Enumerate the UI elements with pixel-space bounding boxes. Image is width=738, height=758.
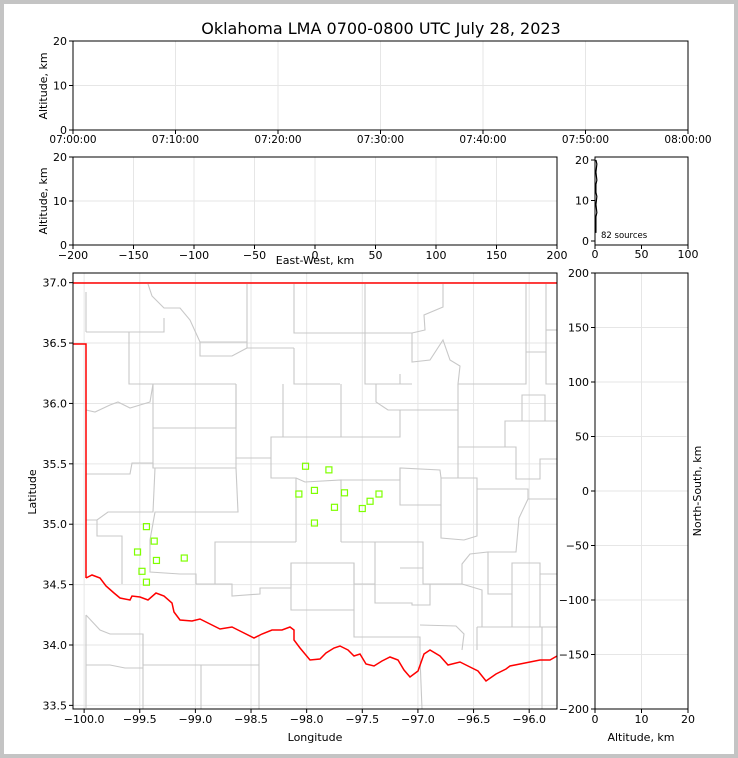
- x-tick-label: 08:00:00: [664, 134, 711, 146]
- x-tick-label: 0: [312, 249, 319, 262]
- x-tick-label: 50: [635, 248, 649, 261]
- x-tick-label: 07:50:00: [562, 134, 609, 146]
- x-tick-label: 100: [678, 248, 699, 261]
- x-tick-label: −97.5: [345, 713, 379, 726]
- x-tick-label: 50: [369, 249, 383, 262]
- state-border: [73, 282, 558, 683]
- x-tick-label: −50: [243, 249, 266, 262]
- x-tick-label: 07:10:00: [152, 134, 199, 146]
- county-boundaries: [85, 283, 557, 710]
- y-tick-label: 0: [582, 485, 589, 498]
- y-tick-label: 34.5: [43, 579, 68, 592]
- source-point: [310, 486, 319, 494]
- source-point: [358, 504, 366, 513]
- source-point: [180, 554, 188, 562]
- y-tick-label: 10: [53, 195, 67, 208]
- figure-title: Oklahoma LMA 0700-0800 UTC July 28, 2023: [201, 19, 560, 38]
- x-tick-label: 150: [486, 249, 507, 262]
- source-count-annotation: 82 sources: [601, 231, 648, 241]
- x-tick-label: −96.0: [512, 713, 546, 726]
- source-point: [340, 489, 349, 497]
- x-tick-label: −98.0: [290, 713, 324, 726]
- source-point: [325, 466, 333, 474]
- y-tick-label: 10: [53, 80, 67, 93]
- source-point: [366, 497, 374, 505]
- altitude-histogram-panel: 0 50 100 0 10 20 82 sources: [575, 154, 699, 261]
- y-tick-label: 10: [575, 195, 589, 208]
- y-tick-label: 50: [575, 431, 589, 444]
- source-point: [150, 537, 158, 545]
- x-tick-label: 100: [426, 249, 447, 262]
- x-tick-label: −100: [179, 249, 209, 262]
- y-tick-label: −50: [566, 540, 589, 553]
- y-tick-label: 36.5: [43, 337, 68, 350]
- source-point: [330, 503, 339, 511]
- source-point: [301, 462, 310, 470]
- y-tick-label: −200: [559, 703, 589, 716]
- x-tick-label: 10: [635, 713, 649, 726]
- y-tick-label: −150: [559, 649, 589, 662]
- altitude-eastwest-panel: −200 −150 −100 −50 0 50 100 150 200 0 10 20 East-We…: [37, 151, 568, 267]
- x-tick-label: −150: [118, 249, 148, 262]
- source-point: [142, 523, 151, 531]
- y-tick-label: 20: [53, 35, 67, 48]
- y-tick-label: 0: [60, 124, 67, 137]
- plan-view-map-panel: −100.0 −99.5 −99.0 −98.5 −98.0 −97.5 −97.0 −96.…: [26, 272, 558, 744]
- y-tick-label: 36.0: [43, 397, 68, 410]
- y-tick-label: −100: [559, 594, 589, 607]
- y-tick-label: 20: [575, 154, 589, 167]
- map-xlabel: Longitude: [288, 731, 343, 744]
- source-point: [375, 490, 383, 498]
- y-tick-label: 34.0: [43, 639, 68, 652]
- altitude-time-panel: 07:00:00 07:10:00 07:20:00 07:30:00 07:40:00…: [37, 35, 712, 146]
- source-point: [142, 578, 151, 586]
- x-tick-label: 0: [592, 713, 599, 726]
- y-tick-label: 35.5: [43, 458, 68, 471]
- x-tick-label: −200: [58, 249, 88, 262]
- x-tick-label: 0: [592, 248, 599, 261]
- northsouth-altitude-panel: 0 10 20 −200 −150 −100 −50 0 50 100 150 200 Altitud…: [559, 267, 704, 744]
- lma-figure: Oklahoma LMA 0700-0800 UTC July 28, 2023…: [26, 19, 712, 744]
- y-tick-label: 35.0: [43, 518, 68, 531]
- y-tick-label: 150: [568, 322, 589, 335]
- x-tick-label: 200: [547, 249, 568, 262]
- altitude-time-ylabel: Altitude, km: [37, 52, 50, 119]
- x-tick-label: −100.0: [64, 713, 105, 726]
- y-tick-label: 200: [568, 267, 589, 280]
- source-point: [310, 519, 319, 527]
- x-tick-label: 07:20:00: [254, 134, 301, 146]
- x-tick-label: 07:30:00: [357, 134, 404, 146]
- source-point: [295, 490, 303, 498]
- y-tick-label: 33.5: [43, 699, 68, 712]
- x-tick-label: −98.5: [234, 713, 268, 726]
- source-point: [138, 567, 146, 575]
- y-tick-label: 100: [568, 376, 589, 389]
- altitude-profile-line: [595, 159, 598, 233]
- y-tick-label: 0: [60, 239, 67, 252]
- x-tick-label: −97.0: [401, 713, 435, 726]
- x-tick-label: 20: [681, 713, 695, 726]
- y-tick-label: 20: [53, 151, 67, 164]
- x-tick-label: −99.0: [179, 713, 213, 726]
- map-ylabel: Latitude: [26, 469, 39, 515]
- altitude-xlabel: Altitude, km: [607, 731, 674, 744]
- eastwest-xlabel: East-West, km: [276, 254, 354, 267]
- y-tick-label: 37.0: [43, 277, 68, 290]
- x-tick-label: −99.5: [123, 713, 157, 726]
- source-point: [133, 548, 142, 556]
- x-tick-label: −96.5: [457, 713, 491, 726]
- x-tick-label: 07:40:00: [459, 134, 506, 146]
- source-point: [152, 556, 161, 565]
- y-tick-label: 0: [582, 235, 589, 248]
- figure-canvas: Oklahoma LMA 0700-0800 UTC July 28, 2023…: [4, 4, 734, 754]
- altitude-eastwest-ylabel: Altitude, km: [37, 167, 50, 234]
- northsouth-ylabel: North-South, km: [691, 446, 704, 537]
- x-tick-label: 07:00:00: [49, 134, 96, 146]
